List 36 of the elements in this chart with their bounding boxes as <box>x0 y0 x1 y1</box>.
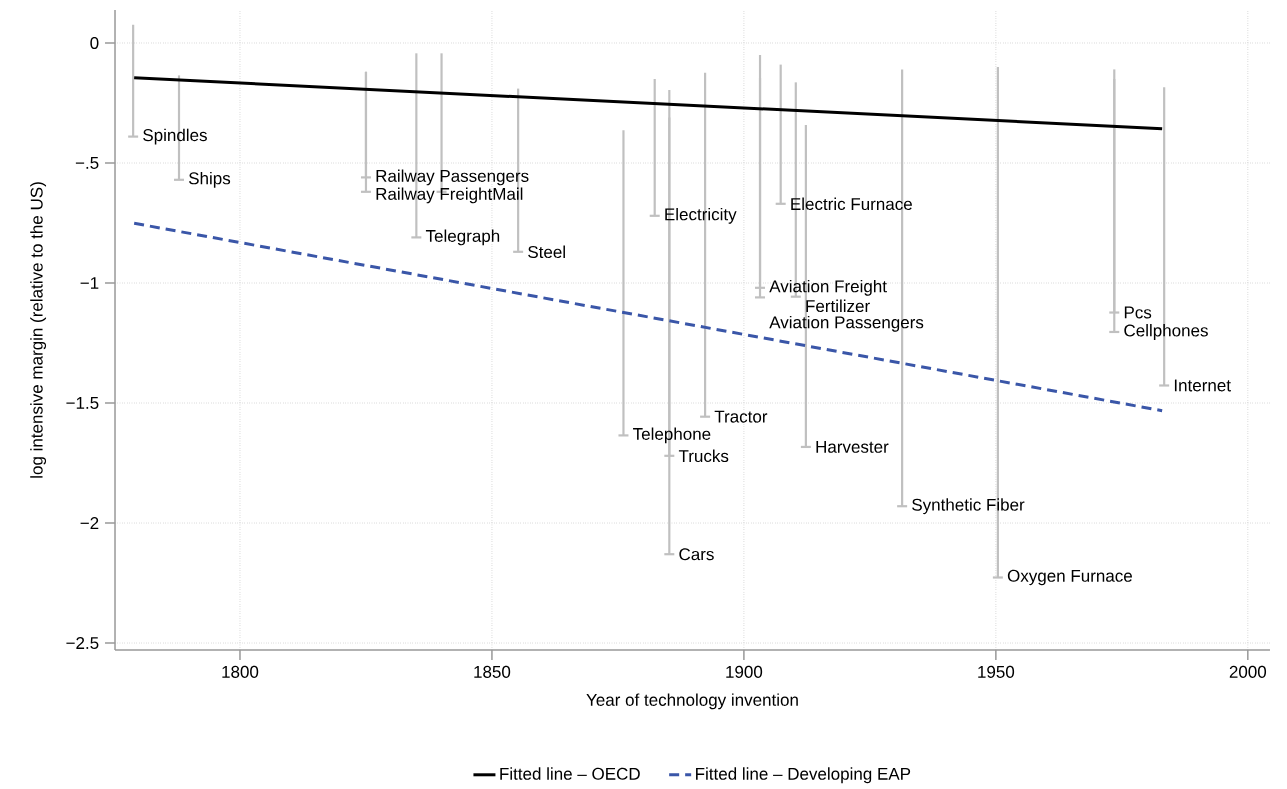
legend-label: Fitted line – Developing EAP <box>696 767 911 784</box>
annotation: Tractor <box>714 410 768 423</box>
y-tick-label: −2 <box>80 517 99 529</box>
annotation: Pcs <box>1124 306 1152 319</box>
annotation: Steel <box>528 245 565 259</box>
x-tick-label: 2000 <box>1229 665 1267 678</box>
annotation: Spindles <box>143 128 207 145</box>
annotation: Telegraph <box>425 229 500 246</box>
x-tick-label: 1950 <box>978 665 1015 678</box>
annotation: Railway FreightMail <box>376 187 523 204</box>
annotation: Synthetic Fiber <box>912 498 1025 515</box>
annotation: Electric Furnace <box>791 197 912 211</box>
x-tick-label: 1850 <box>474 665 511 678</box>
annotation: Electricity <box>665 207 737 224</box>
annotation: Aviation Freight <box>769 279 887 296</box>
x-axis-title: Year of technology invention <box>586 693 798 710</box>
y-tick-label: −1.5 <box>66 397 99 409</box>
annotation: Ships <box>188 171 231 188</box>
annotation: Telephone <box>633 427 711 444</box>
y-tick-label: 0 <box>90 36 99 50</box>
annotation: Oxygen Furnace <box>1007 569 1132 586</box>
annotation: Cellphones <box>1124 324 1208 340</box>
annotation: Harvester <box>816 441 889 453</box>
annotation: Internet <box>1174 379 1231 392</box>
y-tick-label: −.5 <box>75 157 99 169</box>
x-tick-label: 1800 <box>222 665 259 678</box>
annotation: Railway Passengers <box>376 169 529 186</box>
annotation: Trucks <box>678 449 729 463</box>
annotation: Aviation Passengers <box>769 315 924 332</box>
x-tick-label: 1900 <box>726 665 763 678</box>
y-axis-title: log intensive margin (relative to the US) <box>30 182 47 478</box>
y-tick-label: −1 <box>80 277 99 289</box>
y-tick-label: −2.5 <box>66 637 99 650</box>
annotation: Cars <box>679 548 714 561</box>
legend-label: Fitted line – OECD <box>500 767 640 780</box>
annotation: Fertilizer <box>806 299 870 313</box>
